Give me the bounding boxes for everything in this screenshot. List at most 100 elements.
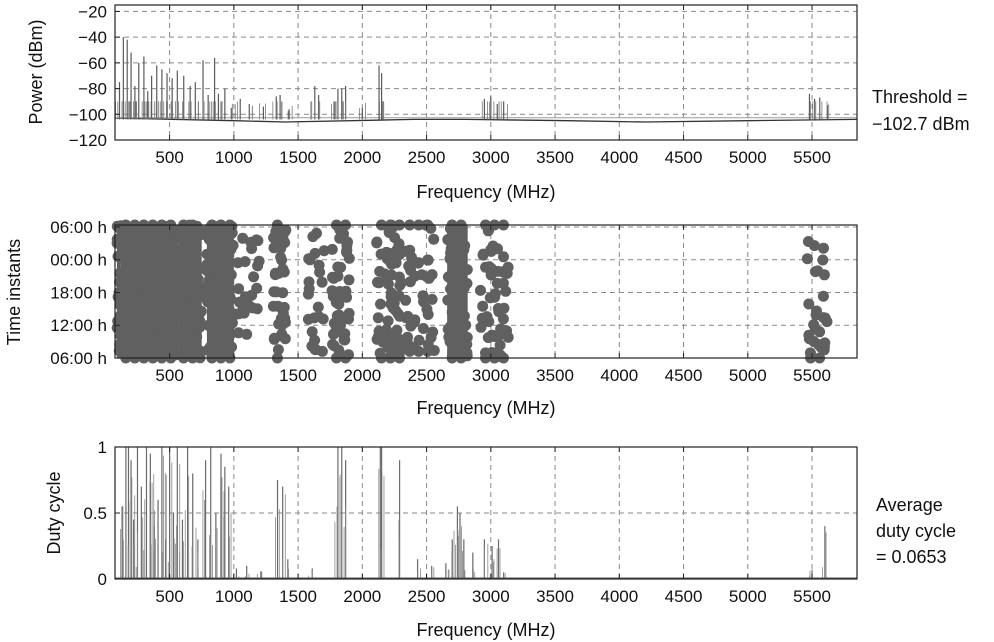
occupancy-dot bbox=[460, 319, 472, 331]
occupancy-dot bbox=[156, 262, 168, 274]
occupancy-dot bbox=[426, 293, 438, 305]
occupancy-dot bbox=[803, 298, 815, 310]
occupancy-dot bbox=[129, 336, 141, 348]
occupancy-dot bbox=[173, 329, 185, 341]
x-tick-label: 1000 bbox=[215, 587, 253, 606]
y-tick-label: 00:00 h bbox=[50, 251, 107, 270]
occupancy-dot bbox=[241, 328, 253, 340]
occupancy-dot bbox=[326, 285, 338, 297]
occupancy-dot bbox=[175, 231, 187, 243]
occupancy-dot bbox=[154, 235, 166, 247]
occupancy-dot bbox=[237, 302, 249, 314]
occupancy-dot bbox=[308, 312, 320, 324]
y-tick-label: 18:00 h bbox=[50, 283, 107, 302]
occupancy-dot bbox=[150, 311, 162, 323]
occupancy-dot bbox=[382, 315, 394, 327]
occupancy-dot bbox=[475, 284, 486, 296]
duty-x-axis-title: Frequency (MHz) bbox=[416, 620, 555, 640]
occupancy-dot bbox=[445, 273, 457, 285]
occupancy-dot bbox=[819, 337, 831, 349]
power-panel: −120 −100 −80 −60 −40 −20 500 1000 1500 2000 2500… bbox=[26, 2, 970, 202]
occupancy-dot bbox=[493, 306, 505, 318]
occupancy-dot bbox=[372, 276, 383, 288]
occupancy-dot bbox=[316, 276, 328, 288]
x-tick-label: 5500 bbox=[793, 148, 831, 167]
occupancy-dot bbox=[446, 242, 458, 254]
occupancy-dot bbox=[404, 244, 416, 256]
occupancy-dot bbox=[403, 260, 415, 272]
average-duty-annotation-line-2: duty cycle bbox=[876, 521, 956, 541]
duty-x-ticks: 500 1000 1500 2000 2500 3000 3500 4000 4500 5000 5… bbox=[155, 447, 831, 606]
y-tick-label: 0 bbox=[98, 570, 107, 589]
occupancy-dot bbox=[268, 286, 280, 298]
occupancy-dot bbox=[202, 319, 214, 331]
occupancy-dot bbox=[372, 312, 384, 324]
occupancy-dot bbox=[387, 302, 399, 314]
occupancy-dot bbox=[214, 271, 226, 282]
x-tick-label: 1500 bbox=[279, 366, 317, 385]
x-tick-label: 500 bbox=[155, 366, 183, 385]
x-tick-label: 500 bbox=[155, 148, 183, 167]
average-duty-annotation-line-1: Average bbox=[876, 495, 943, 515]
occupancy-dot bbox=[202, 296, 214, 308]
occupancy-dot bbox=[444, 321, 456, 333]
x-tick-label: 5500 bbox=[793, 366, 831, 385]
threshold-annotation-line-2: −102.7 dBm bbox=[872, 114, 970, 134]
occupancy-y-axis-title: Time instants bbox=[4, 239, 24, 345]
occupancy-dot bbox=[279, 333, 291, 345]
occupancy-dot bbox=[489, 288, 501, 300]
x-tick-label: 2500 bbox=[408, 366, 446, 385]
duty-y-axis-title: Duty cycle bbox=[44, 471, 64, 554]
occupancy-dot bbox=[391, 324, 403, 336]
occupancy-dot bbox=[401, 336, 413, 348]
occupancy-dot bbox=[343, 274, 355, 286]
occupancy-dot bbox=[500, 285, 512, 297]
x-tick-label: 4500 bbox=[665, 587, 703, 606]
occupancy-dot bbox=[252, 260, 264, 272]
x-tick-label: 4000 bbox=[600, 366, 638, 385]
x-tick-label: 3500 bbox=[536, 587, 574, 606]
occupancy-dot bbox=[458, 282, 470, 294]
occupancy-dot bbox=[485, 245, 497, 257]
occupancy-dot bbox=[328, 340, 340, 352]
occupancy-dot bbox=[181, 306, 193, 318]
occupancy-dot bbox=[802, 236, 814, 247]
occupancy-dot bbox=[185, 336, 197, 348]
occupancy-dot bbox=[219, 246, 231, 258]
occupancy-dot bbox=[340, 291, 352, 303]
occupancy-dot bbox=[455, 304, 467, 316]
power-plot-frame bbox=[114, 4, 858, 141]
x-tick-label: 3500 bbox=[536, 148, 574, 167]
occupancy-dot bbox=[227, 239, 239, 251]
occupancy-dot bbox=[316, 345, 328, 357]
occupancy-y-ticks: 06:00 h 12:00 h 18:00 h 00:00 h 06:00 h bbox=[50, 218, 120, 368]
occupancy-dot bbox=[251, 282, 263, 294]
threshold-annotation-line-1: Threshold = bbox=[872, 87, 968, 107]
duty-cycle-panel: 00.51 500 1000 1500 2000 2500 3000 3500 4000 450… bbox=[44, 438, 956, 640]
occupancy-dot bbox=[134, 303, 146, 315]
occupancy-dot bbox=[162, 310, 174, 322]
occupancy-dot bbox=[388, 342, 400, 354]
occupancy-dot bbox=[306, 326, 318, 338]
occupancy-dot bbox=[277, 287, 289, 299]
occupancy-dot bbox=[122, 246, 134, 258]
occupancy-dot bbox=[304, 254, 316, 266]
x-tick-label: 2000 bbox=[343, 587, 381, 606]
x-tick-label: 4500 bbox=[665, 148, 703, 167]
occupancy-dot bbox=[409, 270, 421, 282]
duty-bars bbox=[115, 447, 857, 579]
occupancy-dot bbox=[192, 273, 204, 285]
occupancy-dot bbox=[276, 254, 288, 266]
x-tick-label: 4500 bbox=[665, 366, 703, 385]
occupancy-dot bbox=[193, 308, 205, 320]
occupancy-dot bbox=[174, 288, 186, 300]
occupancy-dot bbox=[343, 307, 355, 319]
occupancy-dot bbox=[328, 328, 339, 340]
occupancy-dot bbox=[201, 248, 213, 260]
occupancy-dot bbox=[127, 235, 139, 247]
x-tick-label: 500 bbox=[155, 587, 183, 606]
occupancy-dot bbox=[160, 244, 172, 256]
occupancy-dot bbox=[270, 267, 281, 279]
y-tick-label: 06:00 h bbox=[50, 349, 107, 368]
occupancy-dot bbox=[318, 245, 330, 257]
